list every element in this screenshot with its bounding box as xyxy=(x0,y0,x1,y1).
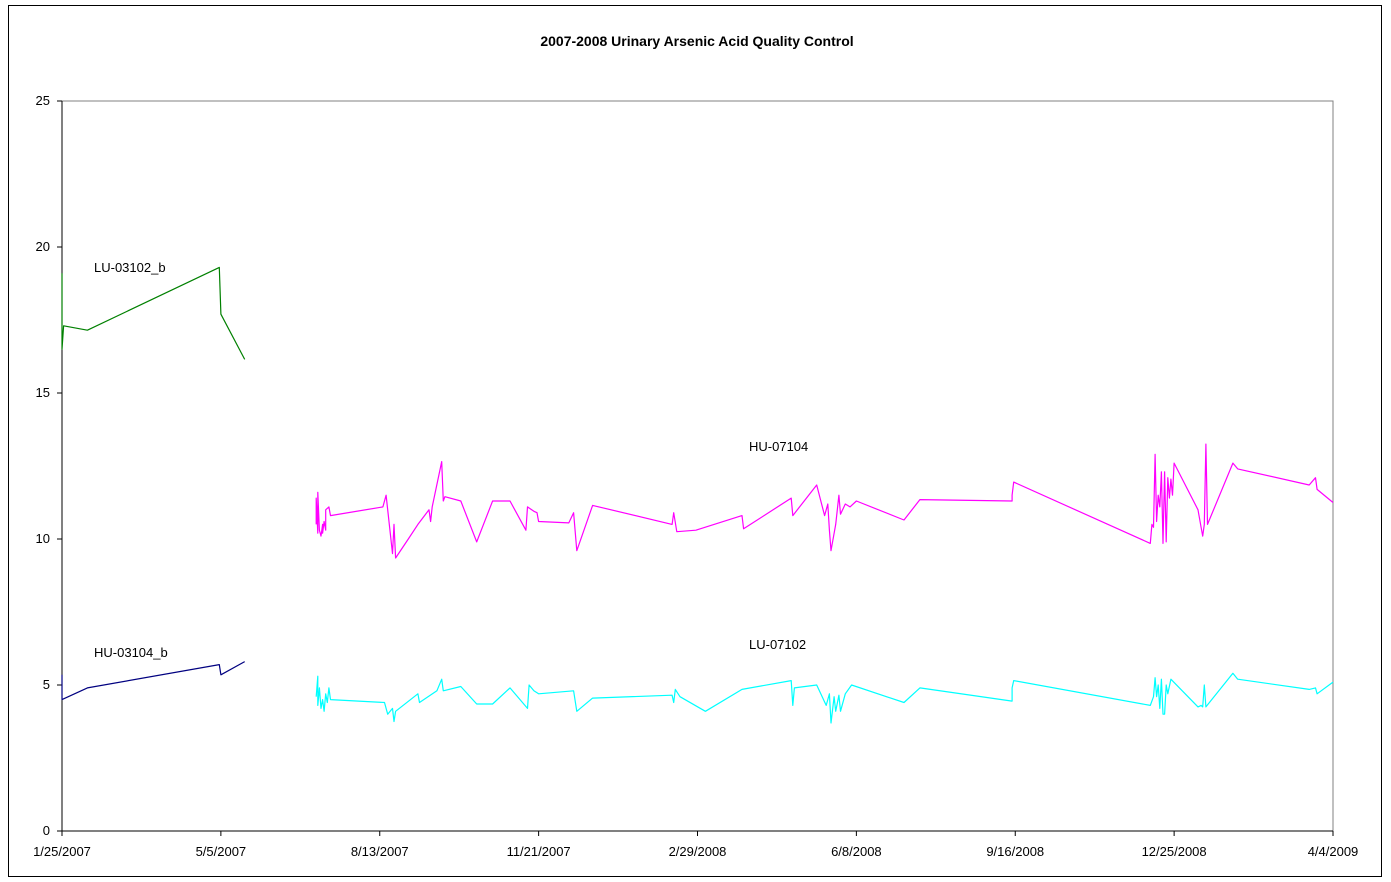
plot-area: 0 5 10 15 20 25 1/25/2007 5/5/2007 8/13/2007 11/2… xyxy=(33,93,1358,859)
x-tick-label: 8/13/2007 xyxy=(351,844,409,859)
series-line-lu-03102-b xyxy=(61,266,246,360)
chart-title: 2007-2008 Urinary Arsenic Acid Quality C… xyxy=(540,33,853,49)
series-label-hu-07104: HU-07104 xyxy=(749,439,808,454)
series-label-lu-07102: LU-07102 xyxy=(749,637,806,652)
y-tick-label: 20 xyxy=(36,239,50,254)
series-label-lu-03102-b: LU-03102_b xyxy=(94,260,166,275)
series-line-hu-07104 xyxy=(315,443,1334,559)
y-tick-label: 0 xyxy=(43,823,50,838)
series-line-hu-03104-b xyxy=(61,661,245,701)
series-line-lu-07102 xyxy=(315,672,1334,724)
y-tick-label: 15 xyxy=(36,385,50,400)
y-tick-label: 25 xyxy=(36,93,50,108)
x-tick-label: 9/16/2008 xyxy=(986,844,1044,859)
x-tick-label: 5/5/2007 xyxy=(196,844,247,859)
chart-frame xyxy=(8,5,1382,877)
series-label-hu-03104-b: HU-03104_b xyxy=(94,645,168,660)
x-tick-label: 11/21/2007 xyxy=(507,844,571,859)
x-tick-label: 1/25/2007 xyxy=(33,844,91,859)
plot-border xyxy=(61,100,1334,832)
x-tick-label: 12/25/2008 xyxy=(1142,844,1207,859)
x-tick-label: 6/8/2008 xyxy=(831,844,882,859)
x-tick-label: 2/29/2008 xyxy=(669,844,727,859)
x-tick-label: 4/4/2009 xyxy=(1308,844,1359,859)
y-tick-label: 5 xyxy=(43,677,50,692)
y-tick-label: 10 xyxy=(36,531,50,546)
